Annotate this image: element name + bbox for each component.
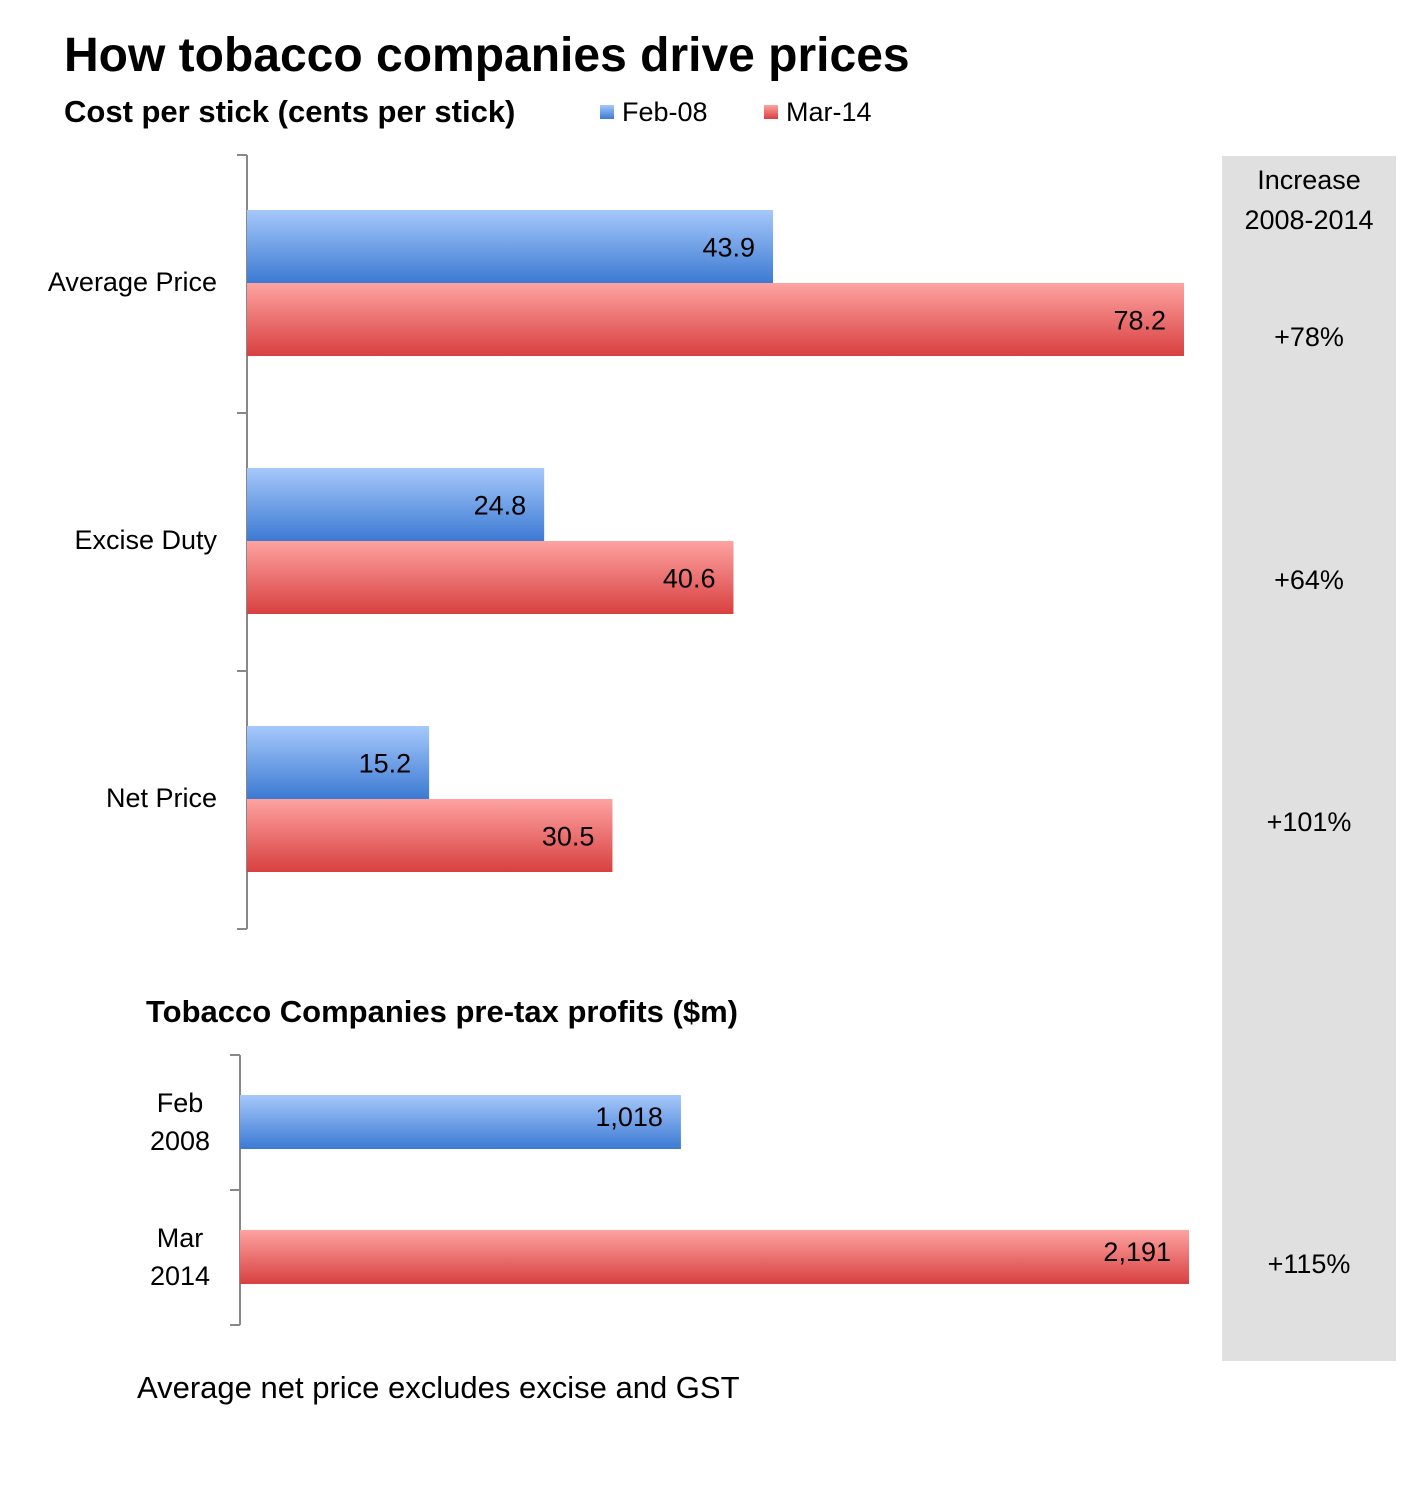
bar-net-price-mar-14-label: 30.5 (542, 822, 595, 852)
legend-label-feb08: Feb-08 (622, 96, 708, 127)
category-label-feb-2008: Feb 2008 (130, 1084, 230, 1160)
bar-profits-mar-2014-label: 2,191 (1103, 1237, 1171, 1267)
cost-chart-title: Cost per stick (cents per stick) (64, 94, 516, 129)
bar-net-price-feb-08-label: 15.2 (359, 749, 412, 779)
increase-panel (1222, 156, 1396, 1361)
footnote: Average net price excludes excise and GS… (137, 1370, 740, 1405)
bar-average-price-feb-08 (247, 210, 774, 283)
increase-header: Increase 2008-2014 (1222, 160, 1396, 240)
bar-excise-duty-feb-08-label: 24.8 (474, 491, 527, 521)
bar-average-price-feb-08-label: 43.9 (702, 233, 755, 263)
category-label-net-price: Net Price (105, 783, 217, 813)
category-label-mar-2014-line2: 2014 (149, 1261, 211, 1291)
bar-profits-feb-2008-label: 1,018 (595, 1102, 663, 1132)
bar-profits-mar-2014 (240, 1230, 1189, 1284)
bar-average-price-mar-14 (247, 283, 1184, 356)
category-label-mar-2014-line1: Mar (156, 1223, 204, 1253)
legend-item-feb08: Feb-08 (600, 96, 708, 128)
category-label-feb-2008-line2: 2008 (149, 1126, 211, 1156)
legend-item-mar14: Mar-14 (764, 96, 872, 128)
increase-header-line1: Increase (1257, 165, 1361, 195)
profits-chart-title: Tobacco Companies pre-tax profits ($m) (146, 994, 738, 1029)
category-label-mar-2014: Mar 2014 (130, 1219, 230, 1295)
legend-swatch-mar14 (764, 105, 778, 119)
increase-profits: +115% (1267, 1249, 1351, 1279)
chart-title: How tobacco companies drive prices (64, 29, 910, 82)
increase-excise-duty: +64% (1274, 565, 1344, 595)
bar-excise-duty-mar-14 (247, 541, 734, 614)
legend-label-mar14: Mar-14 (786, 96, 872, 127)
bar-net-price-feb-08 (247, 726, 430, 799)
increase-net-price: +101% (1266, 807, 1352, 837)
bar-profits-feb-2008 (240, 1095, 681, 1149)
bar-excise-duty-mar-14-label: 40.6 (663, 564, 716, 594)
bar-net-price-mar-14 (247, 799, 613, 872)
increase-average-price: +78% (1274, 322, 1344, 352)
legend-swatch-feb08 (600, 105, 614, 119)
category-label-feb-2008-line1: Feb (156, 1088, 204, 1118)
increase-header-line2: 2008-2014 (1244, 205, 1374, 235)
bar-average-price-mar-14-label: 78.2 (1113, 306, 1166, 336)
category-label-average-price: Average Price (47, 267, 217, 297)
bar-excise-duty-feb-08 (247, 468, 545, 541)
category-label-excise-duty: Excise Duty (74, 525, 217, 555)
